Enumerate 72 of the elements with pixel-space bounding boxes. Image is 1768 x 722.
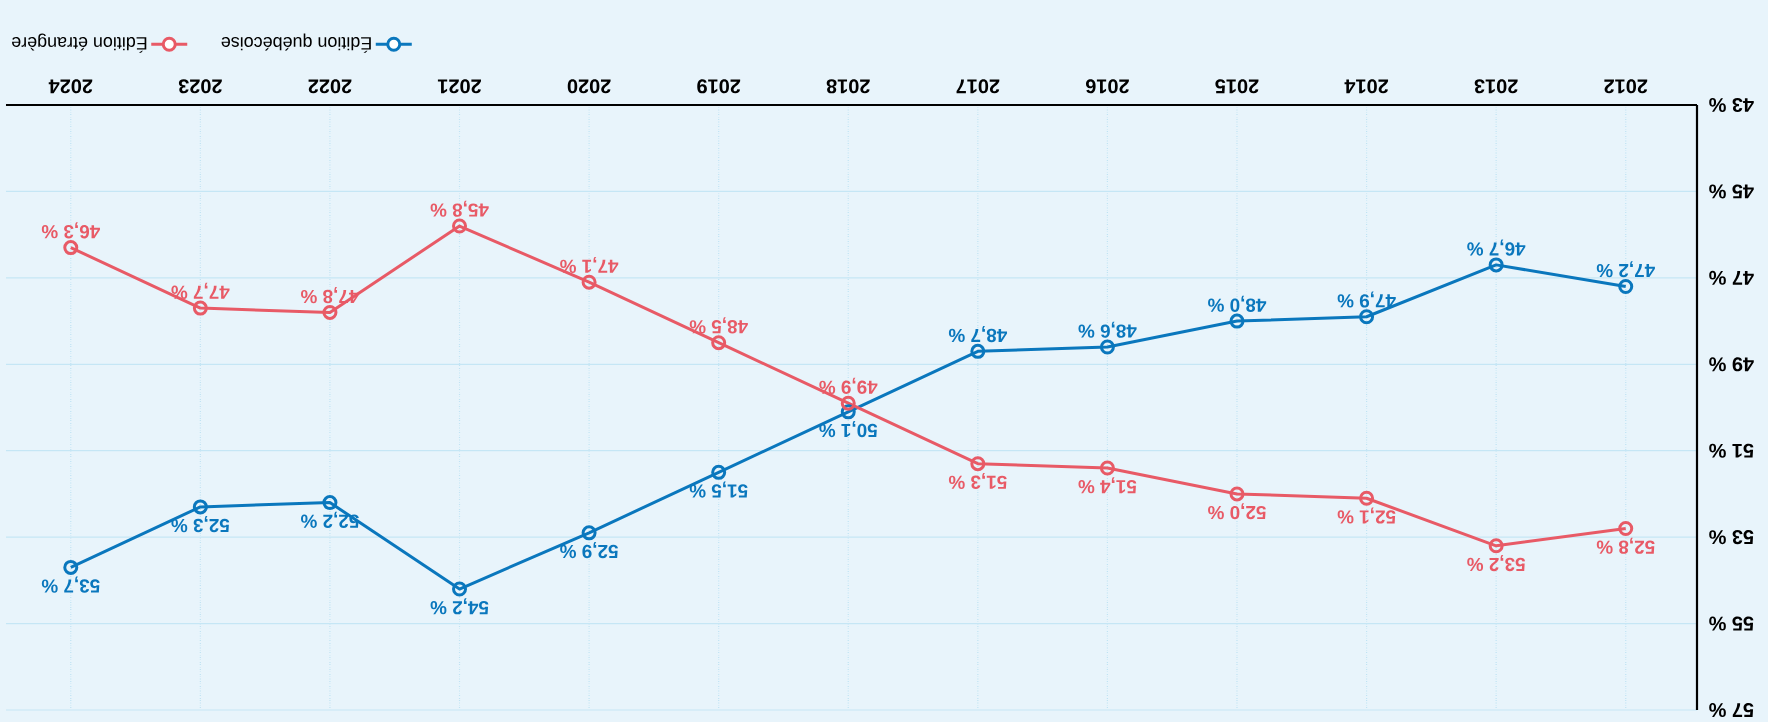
point <box>1229 486 1245 502</box>
point <box>840 395 856 411</box>
point <box>192 499 208 515</box>
data-label: 48,5 % <box>689 317 748 334</box>
data-label: 50,1 % <box>819 421 878 438</box>
point <box>711 464 727 480</box>
point <box>192 300 208 316</box>
point <box>452 218 468 234</box>
data-label: 47,7 % <box>171 282 230 299</box>
data-label: 47,9 % <box>1337 291 1396 308</box>
x-tick-label: 2017 <box>956 79 1000 94</box>
x-tick-label: 2016 <box>1085 79 1129 94</box>
data-label: 49,9 % <box>819 377 878 394</box>
point <box>1099 339 1115 355</box>
point <box>581 525 597 541</box>
data-label: 45,8 % <box>430 200 489 217</box>
x-tick-label: 2018 <box>826 79 870 94</box>
x-tick-label: 2021 <box>437 79 481 94</box>
data-label: 52,2 % <box>300 511 359 528</box>
data-label: 46,7 % <box>1467 239 1526 256</box>
x-tick-label: 2020 <box>567 79 611 94</box>
legend-label: Édition québécoise <box>221 33 371 53</box>
x-tick-label: 2023 <box>178 79 222 94</box>
point <box>970 456 986 472</box>
x-tick-label: 2019 <box>697 79 741 94</box>
point <box>63 559 79 575</box>
data-label: 52,3 % <box>171 516 230 533</box>
data-label: 47,2 % <box>1596 261 1655 278</box>
point <box>970 343 986 359</box>
point <box>1359 490 1375 506</box>
x-tick-label: 2014 <box>1344 79 1389 94</box>
y-tick-label: 51 % <box>1709 443 1754 458</box>
data-label: 53,7 % <box>41 576 100 593</box>
point <box>63 240 79 256</box>
y-tick-label: 57 % <box>1709 702 1754 718</box>
point <box>711 335 727 351</box>
x-tick-label: 2015 <box>1215 79 1259 94</box>
data-label: 47,1 % <box>560 256 619 273</box>
point <box>1488 538 1504 554</box>
legend-label: Édition étrangère <box>12 33 147 53</box>
y-tick-label: 45 % <box>1709 184 1754 199</box>
point <box>1618 521 1634 537</box>
data-label: 46,3 % <box>41 222 100 239</box>
point <box>322 495 338 511</box>
y-tick-label: 49 % <box>1709 357 1754 372</box>
y-tick-label: 53 % <box>1709 530 1754 545</box>
data-label: 51,4 % <box>1078 477 1137 494</box>
point <box>322 304 338 320</box>
point <box>1229 313 1245 329</box>
x-tick-label: 2022 <box>308 79 352 94</box>
data-label: 52,0 % <box>1208 503 1266 520</box>
data-label: 51,3 % <box>948 472 1007 490</box>
data-label: 53,2 % <box>1467 555 1526 572</box>
y-tick-label: 55 % <box>1709 616 1754 631</box>
point <box>1099 460 1115 476</box>
x-tick-label: 2013 <box>1474 79 1518 94</box>
point <box>1359 309 1375 325</box>
x-tick-label: 2024 <box>48 79 93 94</box>
point <box>452 581 468 597</box>
data-label: 48,0 % <box>1208 295 1267 312</box>
y-tick-label: 47 % <box>1709 270 1754 285</box>
data-label: 52,1 % <box>1337 507 1396 524</box>
x-tick-label: 2012 <box>1604 79 1648 94</box>
y-tick-label: 43 % <box>1709 97 1754 113</box>
data-label: 54,2 % <box>430 598 489 615</box>
data-label: 48,7 % <box>948 325 1008 343</box>
data-label: 52,9 % <box>560 542 618 559</box>
data-label: 48,6 % <box>1078 321 1137 338</box>
point <box>1488 257 1504 273</box>
point <box>1618 279 1634 294</box>
data-label: 52,8 % <box>1596 537 1655 554</box>
point <box>581 274 597 290</box>
